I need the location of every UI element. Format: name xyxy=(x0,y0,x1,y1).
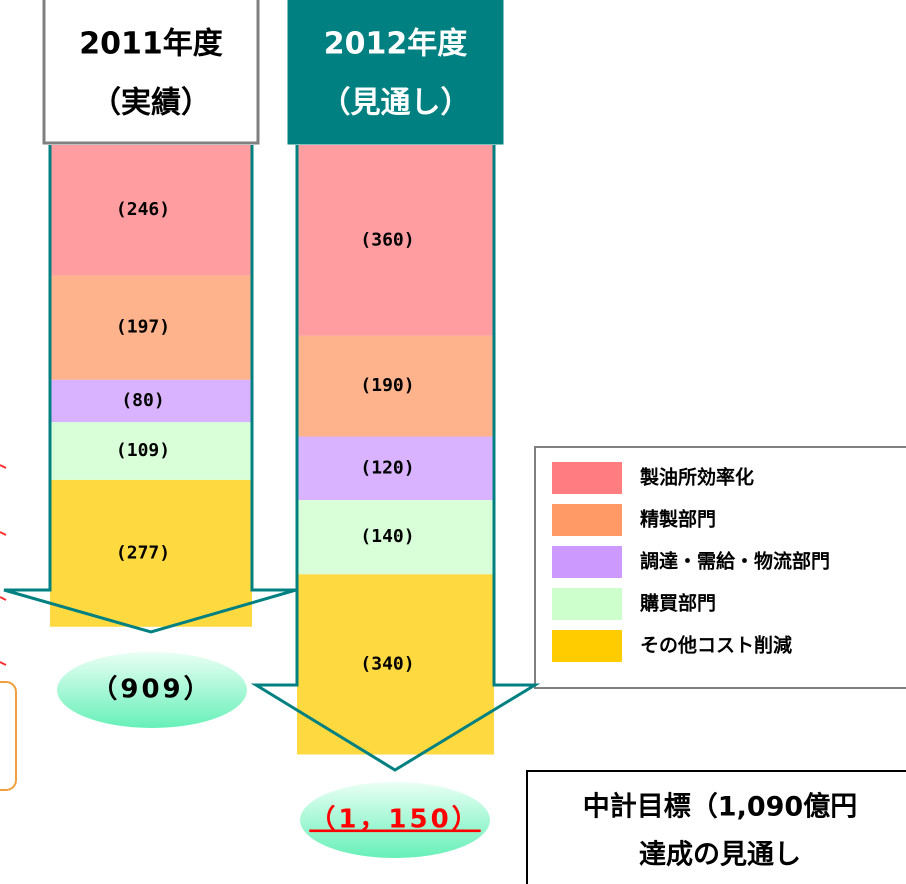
annotation: 中計目標（1,090億円 xyxy=(583,791,857,823)
category-note: （実績） xyxy=(91,86,211,121)
bar-segment xyxy=(297,500,494,575)
category-note: （見通し） xyxy=(321,86,471,121)
value-label: (120) xyxy=(360,457,414,478)
value-label: (277) xyxy=(116,542,170,563)
bar-segment xyxy=(50,379,252,423)
bar-segment xyxy=(50,479,252,627)
arrow-outline xyxy=(250,145,541,772)
category-header xyxy=(287,0,504,145)
category-header xyxy=(42,0,260,145)
value-label: (190) xyxy=(360,375,414,396)
total-label: （909） xyxy=(91,675,212,705)
bar-segment xyxy=(297,436,494,501)
value-label: (340) xyxy=(360,653,414,674)
bar-segment xyxy=(50,145,252,276)
legend-swatch xyxy=(552,504,622,536)
note-box xyxy=(526,770,906,884)
total-label: （1，150） xyxy=(309,805,480,835)
legend-swatch xyxy=(552,588,622,620)
legend-label: 調達・需給・物流部門 xyxy=(640,550,830,573)
value-label: (140) xyxy=(360,526,414,547)
category-label: 2012年度 xyxy=(324,27,468,62)
total-bubble xyxy=(57,652,247,728)
total-bubble xyxy=(300,782,490,858)
legend-label: 精製部門 xyxy=(640,508,716,531)
legend-label: 製油所効率化 xyxy=(639,466,754,489)
bar-segment xyxy=(297,145,494,336)
legend-label: 購買部門 xyxy=(640,592,716,615)
value-label: (109) xyxy=(116,440,170,461)
legend-label: その他コスト削減 xyxy=(640,634,792,657)
side-box xyxy=(0,681,17,791)
value-label: (80) xyxy=(121,390,164,411)
legend-swatch xyxy=(552,546,622,578)
annotation: 達成の見通し xyxy=(639,840,801,871)
legend-swatch xyxy=(552,462,622,494)
bar-segment xyxy=(297,335,494,437)
bar-segment xyxy=(50,275,252,380)
value-label: (360) xyxy=(360,229,414,250)
category-label: 2011年度 xyxy=(79,27,223,62)
arrow-outline xyxy=(3,145,297,634)
value-label: (246) xyxy=(116,199,170,220)
bar-segment xyxy=(50,422,252,480)
side-dashes xyxy=(0,464,7,666)
bar-segment xyxy=(297,574,494,755)
value-label: (197) xyxy=(116,317,170,338)
legend-swatch xyxy=(552,630,622,662)
